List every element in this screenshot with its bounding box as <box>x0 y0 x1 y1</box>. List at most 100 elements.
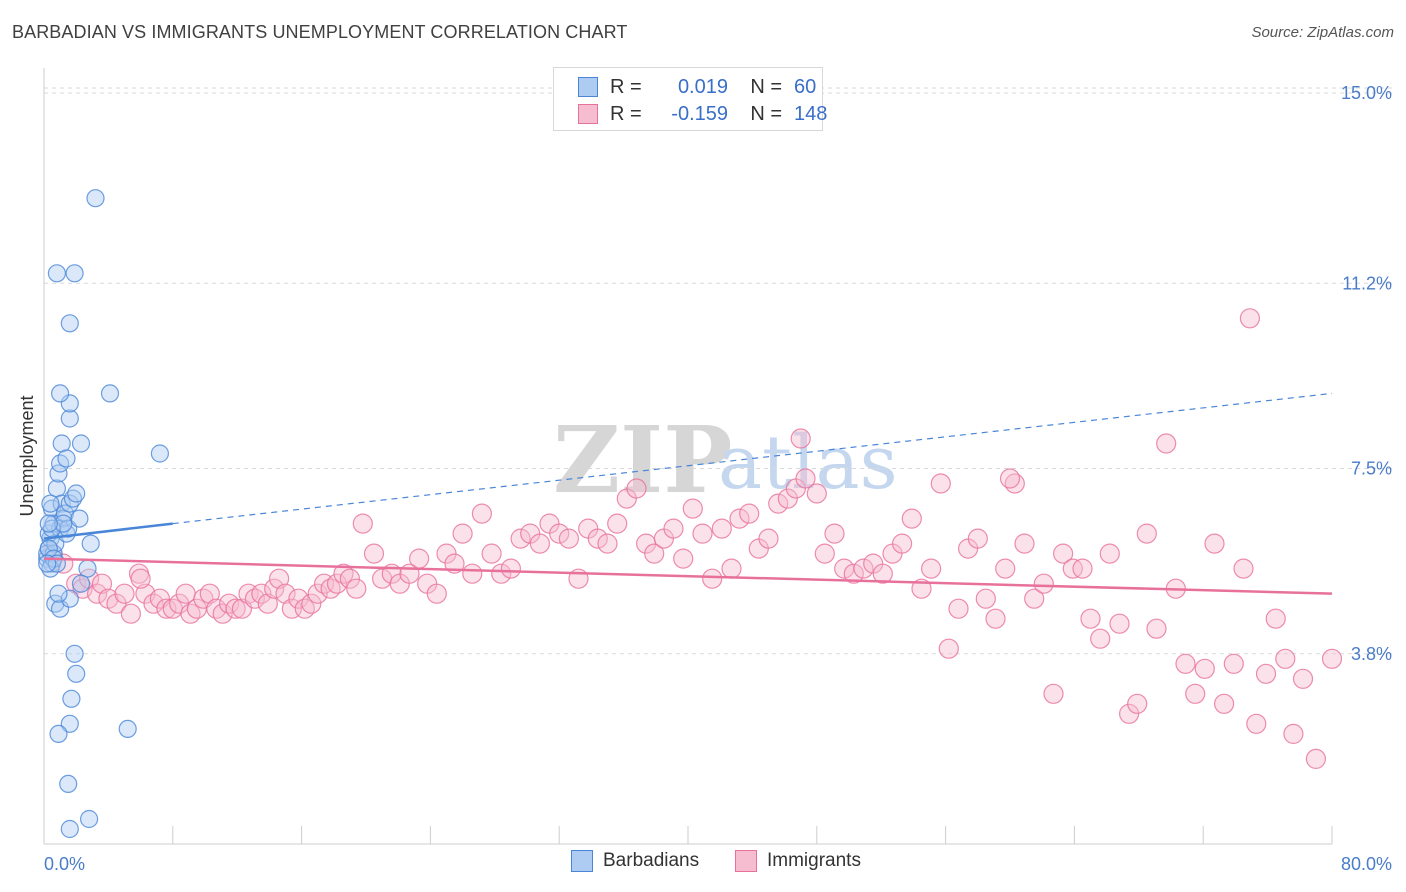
data-point <box>814 543 835 564</box>
data-point <box>481 543 502 564</box>
legend-item-barbadians: Barbadians <box>571 850 699 872</box>
data-point <box>1283 723 1304 745</box>
data-point <box>352 513 373 534</box>
data-point <box>1246 713 1267 734</box>
data-point <box>60 409 79 428</box>
data-point <box>1305 748 1327 770</box>
data-point <box>1099 543 1120 564</box>
data-point <box>114 583 135 604</box>
data-point <box>901 508 922 529</box>
legend-r-value-barbadians: 0.019 <box>677 75 728 98</box>
data-point <box>269 568 290 589</box>
watermark: ZIP atlas <box>553 406 898 514</box>
data-point <box>1024 588 1045 609</box>
legend-swatch-immigrants <box>735 850 757 872</box>
correlation-legend: R = 0.019 N = 60 R = -0.159 N = 148 <box>553 67 827 131</box>
data-point <box>1239 308 1261 329</box>
trendline-barbadians-extension <box>172 392 1333 525</box>
data-point <box>346 578 367 599</box>
data-point <box>768 493 789 514</box>
data-point <box>1127 693 1148 714</box>
data-point <box>975 588 996 609</box>
legend-row-immigrants: R = -0.159 N = 148 <box>578 101 827 127</box>
data-point <box>1213 693 1235 714</box>
watermark-zip: ZIP <box>553 406 732 514</box>
legend-swatch-barbadians <box>571 850 593 872</box>
legend-item-immigrants: Immigrants <box>735 850 861 872</box>
data-point <box>790 428 811 449</box>
data-point <box>739 503 760 524</box>
data-point <box>1072 558 1093 579</box>
data-point <box>1233 558 1254 579</box>
data-point <box>156 598 177 619</box>
data-point <box>47 479 67 498</box>
data-point <box>1033 573 1054 594</box>
data-point <box>777 488 798 509</box>
data-point <box>436 543 457 564</box>
data-point <box>692 523 713 544</box>
data-point <box>995 558 1016 579</box>
chart-title: BARBADIAN VS IMMIGRANTS UNEMPLOYMENT COR… <box>12 22 628 42</box>
data-point <box>106 593 127 614</box>
data-point <box>326 573 348 594</box>
data-point <box>39 514 58 533</box>
data-point <box>60 589 79 608</box>
data-point <box>65 264 84 283</box>
data-point <box>50 384 70 403</box>
legend-r-label: R = <box>610 102 642 125</box>
y-tick-label: 11.2% <box>1342 273 1392 293</box>
series-legend: Barbadians Immigrants <box>0 850 1406 880</box>
x-tick-label-min: 0.0% <box>44 854 85 874</box>
data-point <box>930 473 951 494</box>
data-point <box>1014 533 1035 554</box>
data-point <box>409 548 430 569</box>
data-point <box>1265 608 1286 629</box>
legend-n-label: N = <box>750 102 782 125</box>
legend-swatch-immigrants <box>578 104 598 124</box>
data-point <box>967 528 988 549</box>
data-point <box>529 533 551 554</box>
data-point <box>549 523 570 544</box>
data-point <box>1204 533 1225 554</box>
legend-row-barbadians: R = 0.019 N = 60 <box>578 74 816 100</box>
data-point <box>91 573 113 594</box>
data-point <box>452 523 473 544</box>
data-point <box>891 533 913 554</box>
data-point <box>663 518 684 539</box>
data-point <box>59 774 78 794</box>
data-point <box>682 498 703 519</box>
legend-swatch-barbadians <box>578 77 598 97</box>
data-point <box>911 578 932 599</box>
data-point <box>597 533 618 554</box>
grid-lines <box>44 87 1392 655</box>
data-point <box>57 449 76 468</box>
y-axis-label: Unemployment <box>17 395 37 516</box>
data-point <box>985 608 1006 629</box>
series-barbadians-points <box>38 189 169 839</box>
data-point <box>853 558 874 579</box>
data-point <box>1080 608 1101 629</box>
data-point <box>81 534 100 553</box>
data-point <box>79 809 99 829</box>
data-point <box>251 583 272 604</box>
data-point <box>673 548 694 569</box>
data-point <box>199 583 220 604</box>
data-point <box>60 314 79 333</box>
legend-label-immigrants: Immigrants <box>767 850 861 871</box>
legend-n-label: N = <box>750 75 782 98</box>
data-point <box>558 528 580 549</box>
trendline-immigrants <box>43 557 1333 595</box>
data-point <box>1255 663 1277 684</box>
data-point <box>100 384 120 403</box>
data-point <box>47 264 67 283</box>
data-point <box>86 189 105 208</box>
data-point <box>60 819 79 839</box>
legend-r-value-immigrants: -0.159 <box>671 102 728 125</box>
data-point <box>49 584 68 603</box>
data-point <box>67 484 86 503</box>
legend-label-barbadians: Barbadians <box>603 850 700 871</box>
y-tick-label: 7.5% <box>1351 459 1392 479</box>
data-point <box>1043 683 1064 704</box>
data-point <box>257 593 278 614</box>
